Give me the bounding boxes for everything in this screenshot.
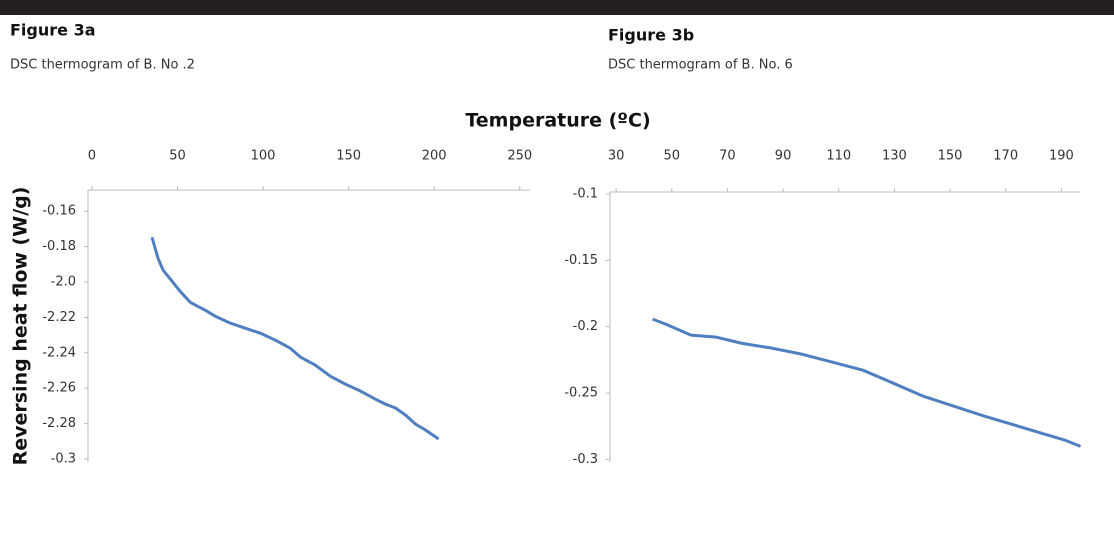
y-tick-label: -0.25 bbox=[564, 386, 598, 401]
y-tick-label: -2.28 bbox=[42, 416, 76, 431]
y-tick-label: -2.24 bbox=[42, 345, 76, 360]
x-tick-label: 70 bbox=[719, 149, 736, 164]
figure-subtitle: DSC thermogram of B. No. 6 bbox=[608, 58, 793, 73]
y-tick-label: -0.2 bbox=[573, 319, 598, 334]
x-tick-label: 50 bbox=[664, 149, 681, 164]
data-line bbox=[652, 317, 1082, 448]
y-tick-label: -0.3 bbox=[573, 452, 598, 467]
x-tick-label: 200 bbox=[422, 149, 447, 164]
x-tick-label: 0 bbox=[88, 149, 96, 164]
x-tick-label: 170 bbox=[993, 149, 1018, 164]
y-tick-label: -0.15 bbox=[564, 253, 598, 268]
figure-subtitle: DSC thermogram of B. No .2 bbox=[10, 58, 195, 73]
x-tick-label: 150 bbox=[938, 149, 963, 164]
x-tick-label: 250 bbox=[507, 149, 532, 164]
y-tick-label: -2.0 bbox=[51, 275, 76, 290]
x-tick-label: 30 bbox=[608, 149, 625, 164]
x-tick-label: 100 bbox=[251, 149, 276, 164]
y-axis-label: Reversing heat flow (W/g) bbox=[10, 187, 32, 466]
y-tick-label: -2.26 bbox=[42, 381, 76, 396]
x-tick-label: 110 bbox=[826, 149, 851, 164]
figure-title: Figure 3b bbox=[608, 26, 694, 45]
y-tick-label: -2.22 bbox=[42, 310, 76, 325]
top-bar bbox=[0, 0, 1114, 15]
y-tick-label: -0.3 bbox=[51, 451, 76, 466]
x-tick-label: 190 bbox=[1049, 149, 1074, 164]
x-axis-label: Temperature (ºC) bbox=[465, 110, 650, 132]
y-tick-label: -0.1 bbox=[573, 186, 598, 201]
data-line bbox=[150, 236, 440, 441]
y-tick-label: -0.18 bbox=[42, 239, 76, 254]
x-tick-label: 150 bbox=[336, 149, 361, 164]
x-tick-label: 90 bbox=[775, 149, 792, 164]
figure-title: Figure 3a bbox=[10, 21, 96, 40]
x-tick-label: 130 bbox=[882, 149, 907, 164]
y-tick-label: -0.16 bbox=[42, 204, 76, 219]
x-tick-label: 50 bbox=[169, 149, 186, 164]
